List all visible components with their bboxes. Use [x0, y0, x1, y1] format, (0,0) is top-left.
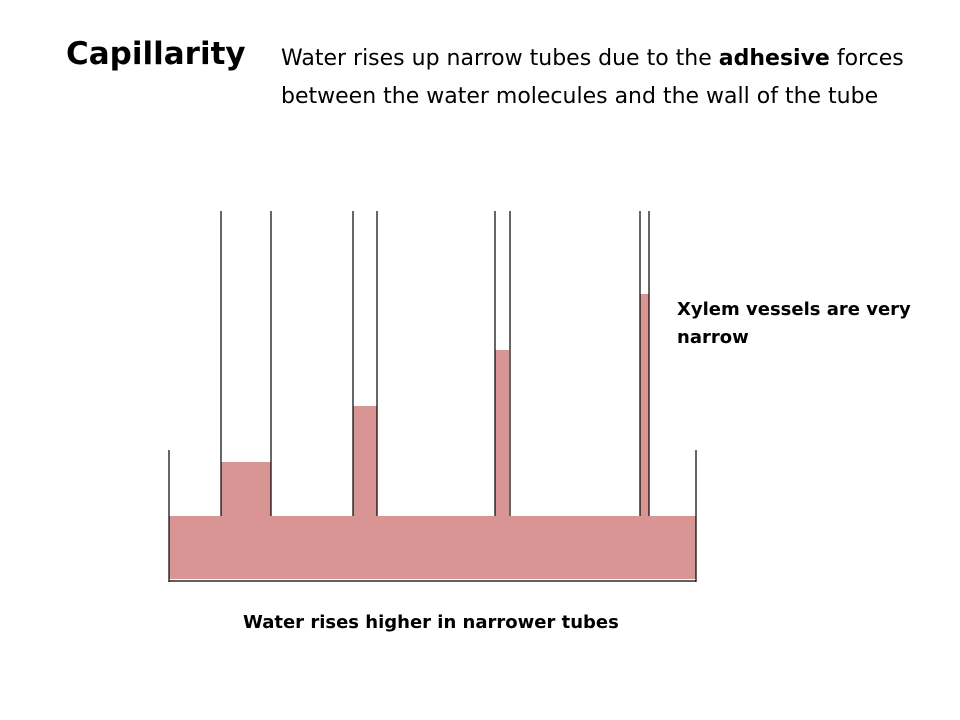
water-column-widest-tube [221, 462, 271, 518]
intro-text: Water rises up narrow tubes due to the a… [281, 40, 946, 116]
narrow-tube [494, 211, 511, 516]
diagram-caption: Water rises higher in narrower tubes [243, 612, 619, 633]
intro-text-start: Water rises up narrow tubes due to the [281, 46, 719, 71]
medium-tube [352, 211, 378, 516]
xylem-note: Xylem vessels are very narrow [677, 299, 911, 348]
adhesive-keyword: adhesive [718, 46, 830, 71]
slide-title: Capillarity [66, 36, 246, 72]
widest-tube [220, 211, 272, 516]
reservoir-water [169, 516, 696, 579]
water-column-narrow-tube [495, 350, 509, 518]
intro-text-end: forces between the water molecules and t… [281, 46, 904, 109]
container-outline [168, 450, 697, 582]
water-column-medium-tube [353, 406, 377, 518]
narrowest-tube [639, 211, 650, 516]
water-column-narrowest-tube [640, 294, 649, 518]
